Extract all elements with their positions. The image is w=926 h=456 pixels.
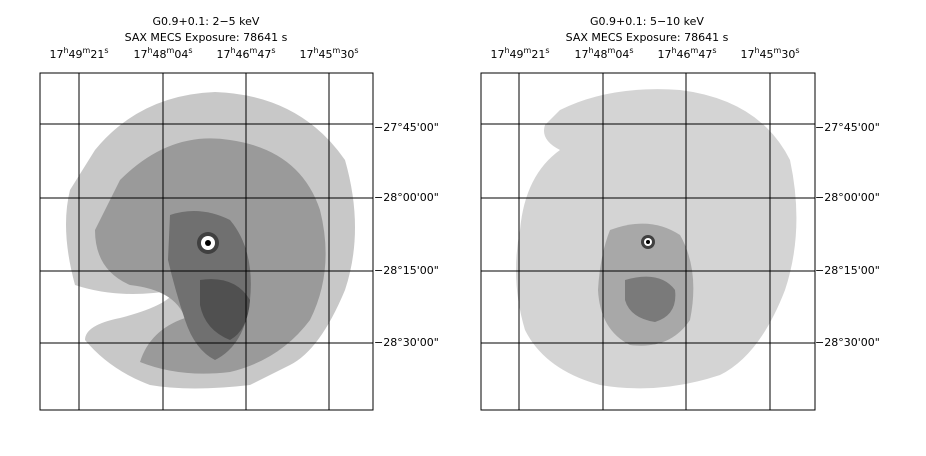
ra-label: 17h46m47s [216, 46, 275, 61]
dec-label: −28°15'00" [815, 264, 880, 277]
dec-label: −28°00'00" [374, 191, 439, 204]
xray-image [516, 89, 797, 389]
dec-label: −28°15'00" [374, 264, 439, 277]
dec-label: −28°00'00" [815, 191, 880, 204]
panel-subtitle: SAX MECS Exposure: 78641 s [125, 31, 288, 44]
dec-label: −28°30'00" [374, 336, 439, 349]
ra-label: 17h48m04s [133, 46, 192, 61]
panel-subtitle: SAX MECS Exposure: 78641 s [566, 31, 729, 44]
dec-label: −27°45'00" [374, 121, 439, 134]
dec-label: −28°30'00" [815, 336, 880, 349]
xray-image [66, 92, 355, 389]
ra-label: 17h45m30s [299, 46, 358, 61]
ra-label: 17h49m21s [490, 46, 549, 61]
ra-label: 17h49m21s [49, 46, 108, 61]
panel-title: G0.9+0.1: 2−5 keV [153, 15, 260, 28]
panel-title: G0.9+0.1: 5−10 keV [590, 15, 704, 28]
ra-label: 17h46m47s [657, 46, 716, 61]
labels: G0.9+0.1: 2−5 keV SAX MECS Exposure: 7864… [49, 15, 879, 349]
dec-label: −27°45'00" [815, 121, 880, 134]
ra-label: 17h45m30s [740, 46, 799, 61]
ra-label: 17h48m04s [574, 46, 633, 61]
grid [39, 72, 816, 411]
